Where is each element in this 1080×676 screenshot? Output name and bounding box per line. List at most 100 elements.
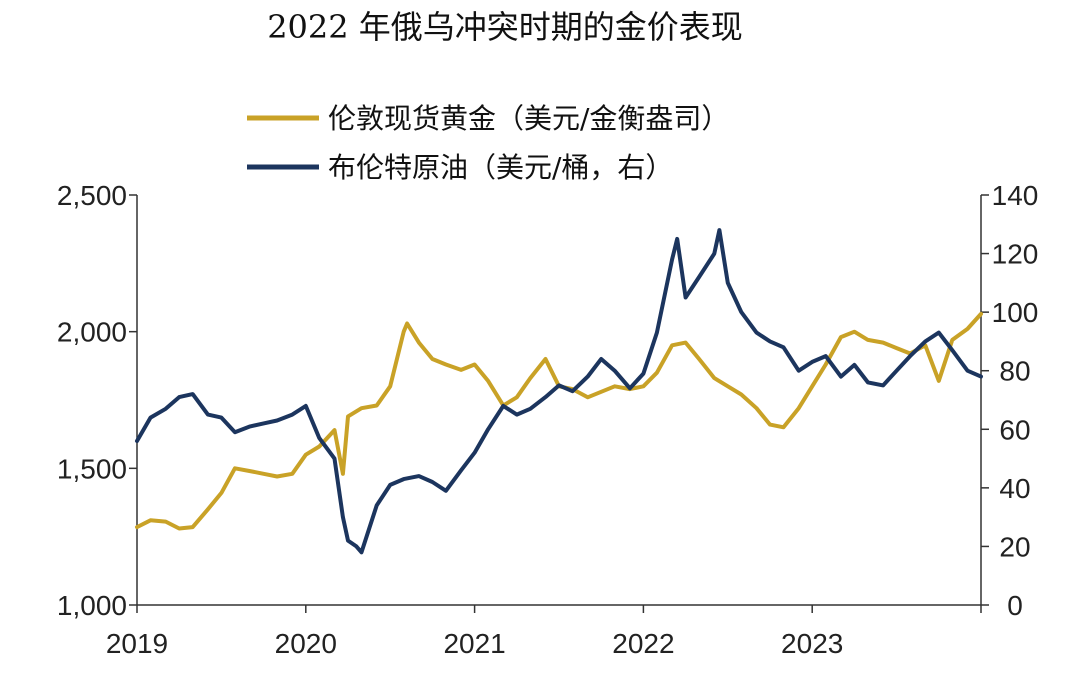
data-point [853, 364, 856, 366]
data-point [460, 469, 462, 472]
data-point [445, 363, 447, 366]
data-point [713, 377, 716, 379]
data-point [740, 311, 743, 313]
data-point [191, 393, 194, 395]
data-point [642, 385, 645, 388]
data-point [867, 381, 869, 384]
left-tick-label: 1,000 [57, 590, 127, 621]
data-point [418, 341, 420, 344]
data-point [698, 276, 700, 278]
data-point [262, 473, 265, 475]
data-point [389, 385, 392, 388]
data-point [375, 504, 378, 507]
right-tick-label: 40 [999, 473, 1030, 504]
data-point [656, 331, 658, 334]
data-point [220, 492, 223, 494]
data-point [487, 428, 489, 431]
x-tick-label: 2020 [275, 628, 337, 659]
legend-label: 伦敦现货黄金（美元/金衡盎司） [328, 102, 729, 135]
right-tick-label: 80 [999, 356, 1030, 387]
data-point [613, 385, 616, 388]
data-point [824, 355, 827, 357]
data-point [642, 372, 645, 375]
data-point [460, 369, 462, 371]
right-tick-label: 100 [992, 297, 1039, 328]
data-point [291, 473, 294, 475]
chart-title: 2022 年俄乌冲突时期的金价表现 [267, 8, 743, 46]
data-point [840, 375, 842, 378]
x-tick-label: 2019 [106, 628, 168, 659]
data-point [276, 419, 278, 422]
data-point [824, 363, 827, 366]
data-point [473, 451, 476, 454]
data-point [895, 347, 898, 349]
data-point [882, 341, 884, 344]
series-layer [135, 228, 983, 555]
data-point [951, 339, 954, 341]
data-point [980, 313, 982, 315]
data-point [797, 369, 800, 372]
data-point [220, 416, 223, 419]
data-point [191, 526, 194, 528]
data-point [164, 520, 167, 523]
data-point [895, 369, 898, 372]
data-point [544, 358, 547, 360]
data-point [797, 407, 800, 410]
data-point [333, 457, 336, 460]
data-point [473, 363, 476, 366]
data-point [529, 408, 532, 410]
legend: 伦敦现货黄金（美元/金衡盎司） 布伦特原油（美元/桶，右） [247, 102, 729, 184]
left-tick-label: 1,500 [57, 453, 127, 484]
right-tick-label: 0 [1007, 590, 1023, 621]
data-point [853, 330, 856, 333]
data-point [924, 340, 927, 343]
right-tick-label: 140 [992, 180, 1039, 211]
data-point [360, 551, 363, 554]
data-point [529, 377, 532, 379]
data-point [445, 490, 447, 492]
series-line [135, 228, 983, 555]
data-point [698, 358, 700, 360]
data-point [924, 344, 927, 347]
data-point [347, 539, 349, 542]
data-point [769, 423, 771, 426]
data-point [671, 258, 673, 261]
data-point [402, 478, 405, 480]
data-point [318, 445, 321, 448]
data-point [951, 349, 954, 352]
data-point [342, 516, 344, 518]
data-point [342, 473, 344, 475]
data-point [586, 396, 589, 399]
data-point [347, 415, 349, 418]
data-point [938, 331, 940, 334]
data-point [782, 346, 785, 349]
data-point [600, 358, 602, 360]
left-tick-label: 2,500 [57, 180, 127, 211]
data-point [276, 475, 278, 478]
data-point [149, 416, 152, 419]
data-point [375, 404, 378, 407]
data-point [718, 229, 721, 231]
data-point [755, 407, 758, 410]
right-tick-label: 20 [999, 531, 1030, 562]
series-line [135, 311, 983, 531]
data-point [516, 396, 518, 399]
data-point [249, 425, 251, 428]
left-tick-label: 2,000 [57, 317, 127, 348]
series-1 [135, 311, 983, 531]
data-point [558, 384, 560, 387]
x-tick-label: 2022 [612, 628, 674, 659]
data-point [684, 341, 687, 344]
data-point [406, 322, 408, 325]
data-point [613, 369, 616, 372]
series-2 [135, 228, 983, 555]
data-point [811, 385, 813, 388]
data-point [656, 371, 658, 374]
data-point [502, 405, 505, 407]
data-point [727, 385, 729, 388]
data-point [136, 526, 138, 528]
data-point [487, 380, 489, 382]
data-point [318, 437, 321, 439]
data-point [418, 475, 420, 477]
data-point [305, 453, 307, 456]
